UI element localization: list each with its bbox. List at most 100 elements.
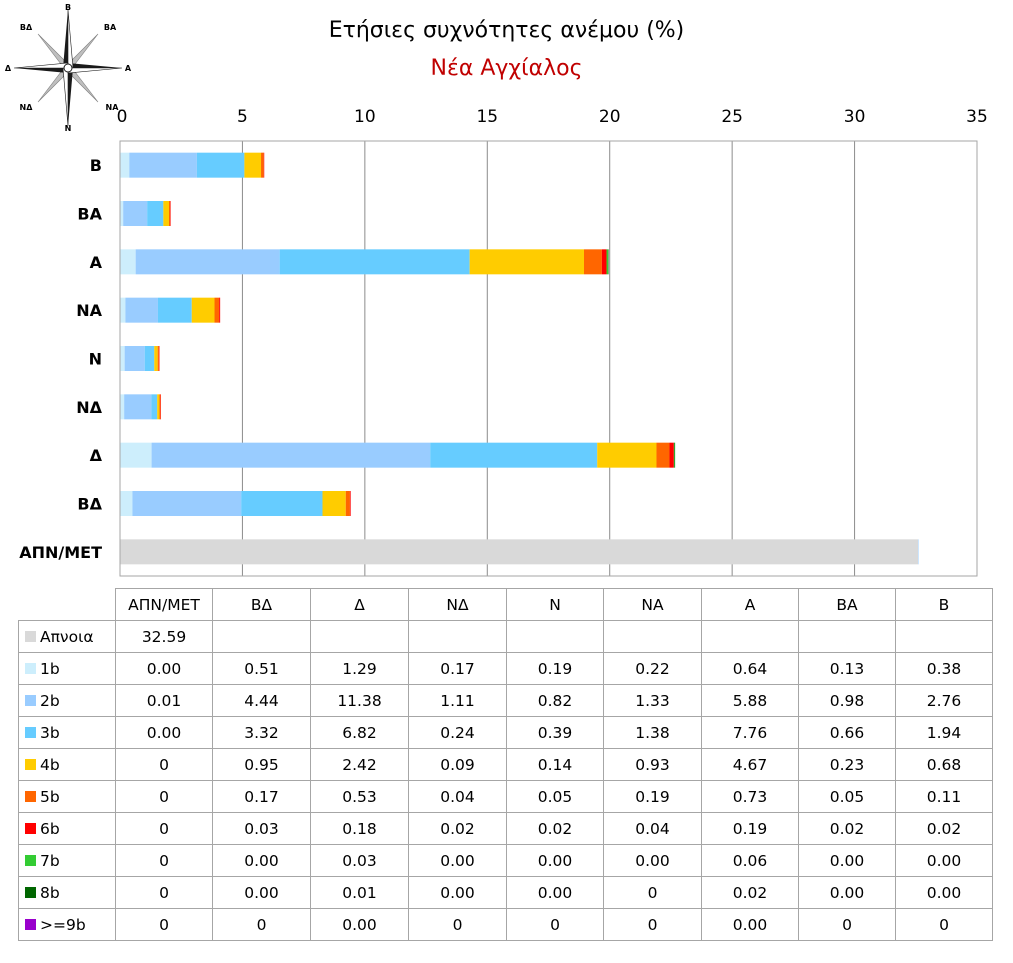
legend-label: 2b xyxy=(40,691,60,710)
bar-segment xyxy=(244,152,262,178)
table-cell xyxy=(310,620,409,653)
table-cell: 0.05 xyxy=(798,780,896,813)
table-cell: 0.11 xyxy=(895,780,993,813)
table-cell: 1.11 xyxy=(408,684,507,717)
table-header-row: ΑΠΝ/ΜΕΤ ΒΔ Δ ΝΔ Ν ΝΑ Α ΒΑ Β xyxy=(19,588,993,621)
legend-entry: 6b xyxy=(18,812,116,845)
table-cell: 0.53 xyxy=(310,780,409,813)
table-cell: 1.33 xyxy=(603,684,702,717)
table-cell xyxy=(408,620,507,653)
table-row: Απνοια 32.59 xyxy=(18,620,993,653)
table-cell: 0.00 xyxy=(603,844,702,877)
table-cell: 0.00 xyxy=(701,908,799,941)
legend-label: Απνοια xyxy=(40,627,94,646)
table-row: 2b 0.01 4.44 11.38 1.11 0.82 1.33 5.88 0.98 2.76 xyxy=(18,684,993,717)
bar-segment xyxy=(151,394,158,420)
table-cell: 2.76 xyxy=(895,684,993,717)
table-cell: 0 xyxy=(115,876,213,909)
legend-entry: 1b xyxy=(18,652,116,685)
bar-segment xyxy=(120,539,918,565)
legend-label: 5b xyxy=(40,787,60,806)
bar-segment xyxy=(601,249,607,275)
table-cell: 0 xyxy=(895,908,993,941)
table-cell: 0.00 xyxy=(212,844,311,877)
bar-segment xyxy=(214,297,220,323)
bar-segment xyxy=(158,346,160,371)
table-row: >=9b 0 0 0.00 0 0 0 0.00 0 0 xyxy=(18,908,993,941)
table-cell: 0.00 xyxy=(115,652,213,685)
bar-segment xyxy=(606,249,609,275)
compass-label-s: Ν xyxy=(65,124,72,133)
table-cell: 0.17 xyxy=(212,780,311,813)
category-label: Ν xyxy=(89,350,102,369)
legend-key xyxy=(25,662,36,674)
table-column-header: Α xyxy=(701,588,799,621)
bar-segment xyxy=(120,152,130,178)
legend-entry: 5b xyxy=(18,780,116,813)
bar-segment xyxy=(124,346,145,371)
bar-segment xyxy=(656,442,670,468)
plot-area-border xyxy=(119,140,978,577)
chart: Β ΒΑ Α ΝΑ Ν ΝΔ Δ ΒΔ 0 5 10 15 20 25 30 35 ΒΒΑΑΝ… xyxy=(5,3,988,577)
compass-label-n: Β xyxy=(65,3,71,12)
compass-label-ne: ΒΑ xyxy=(104,23,117,32)
legend-key xyxy=(25,854,36,866)
compass-label-sw: ΝΔ xyxy=(20,103,34,112)
table-cell: 0 xyxy=(115,844,213,877)
bar-segment xyxy=(157,297,192,323)
bar-segment xyxy=(263,152,265,178)
bar-segment xyxy=(129,152,197,178)
legend-key xyxy=(25,918,36,930)
table-row: 1b 0.00 0.51 1.29 0.17 0.19 0.22 0.64 0.13 0.38 xyxy=(18,652,993,685)
table-cell: 0.66 xyxy=(798,716,896,749)
table-cell: 0.51 xyxy=(212,652,311,685)
legend-key xyxy=(25,630,36,642)
table-cell: 0 xyxy=(115,748,213,781)
table-cell xyxy=(701,620,799,653)
table-cell: 0.22 xyxy=(603,652,702,685)
x-tick-label: 20 xyxy=(599,107,621,127)
legend-label: 6b xyxy=(40,819,60,838)
table-cell: 0.05 xyxy=(506,780,604,813)
table-cell: 0.00 xyxy=(506,876,604,909)
bar-segment xyxy=(469,249,585,275)
table-column-header: ΒΑ xyxy=(798,588,896,621)
table-cell: 0.64 xyxy=(701,652,799,685)
table-cell: 0.00 xyxy=(798,844,896,877)
bar-segment xyxy=(219,297,221,323)
table-cell: 0 xyxy=(115,908,213,941)
bar-segment xyxy=(345,491,350,516)
category-labels: Β ΒΑ Α ΝΑ Ν ΝΔ Δ ΒΔ ΑΠΝ/ΜΕΤ xyxy=(19,156,102,562)
table-column-header: ΝΑ xyxy=(603,588,702,621)
table-cell: 0.13 xyxy=(798,652,896,685)
table-cell: 0.00 xyxy=(115,716,213,749)
compass-rose-icon: Β ΒΑ Α ΝΑ Ν ΝΔ Δ ΒΔ xyxy=(5,3,132,133)
table-cell: 0.02 xyxy=(895,812,993,845)
bar-segment xyxy=(120,249,136,275)
table-cell: 11.38 xyxy=(310,684,409,717)
x-tick-label: 10 xyxy=(354,107,376,127)
chart-subtitle: Νέα Αγχίαλος xyxy=(430,56,583,81)
legend-label: 7b xyxy=(40,851,60,870)
legend-key xyxy=(25,790,36,802)
table-cell: 0 xyxy=(506,908,604,941)
legend-entry: 8b xyxy=(18,876,116,909)
table-cell: 0.00 xyxy=(895,844,993,877)
bars xyxy=(120,152,919,565)
category-label: ΒΑ xyxy=(77,205,102,224)
table-cell: 0.04 xyxy=(408,780,507,813)
table-row: 7b 0 0.00 0.03 0.00 0.00 0.00 0.06 0.00 0.00 xyxy=(18,844,993,877)
table-cell: 2.42 xyxy=(310,748,409,781)
table-cell: 0.00 xyxy=(506,844,604,877)
legend-key xyxy=(25,886,36,898)
legend-label: >=9b xyxy=(40,915,86,934)
table-cell: 0.02 xyxy=(701,876,799,909)
x-tick-label: 5 xyxy=(237,107,248,127)
bar-segment xyxy=(917,539,919,565)
table-cell: 0 xyxy=(212,908,311,941)
table-column-header: Ν xyxy=(506,588,604,621)
compass-label-se: ΝΑ xyxy=(106,103,120,112)
x-tick-label: 15 xyxy=(476,107,498,127)
legend-entry: 7b xyxy=(18,844,116,877)
table-cell: 0.23 xyxy=(798,748,896,781)
